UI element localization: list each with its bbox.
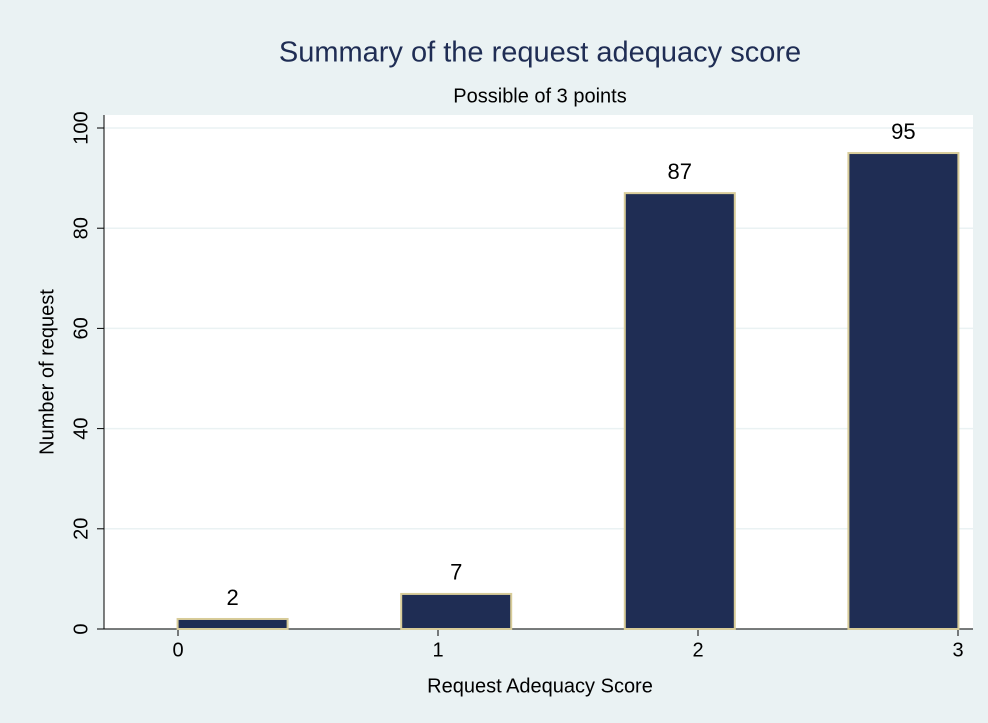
bar	[400, 592, 513, 630]
chart-subtitle: Possible of 3 points	[453, 85, 626, 107]
y-tick-label: 60	[70, 317, 92, 339]
y-tick-label: 100	[70, 111, 92, 144]
value-label: 7	[450, 560, 462, 585]
y-tick-label: 40	[70, 417, 92, 439]
value-label: 87	[668, 159, 692, 184]
bar	[623, 192, 736, 630]
y-tick-label: 0	[70, 623, 92, 634]
value-label: 95	[891, 119, 915, 144]
x-tick-label: 1	[432, 639, 443, 661]
x-tick-label: 0	[172, 639, 183, 661]
bar	[176, 617, 289, 630]
value-label: 2	[226, 585, 238, 610]
x-axis-label: Request Adequacy Score	[427, 675, 653, 697]
plot-area	[104, 115, 973, 629]
bar	[847, 152, 960, 631]
y-axis-label: Number of request	[36, 289, 58, 455]
chart-title: Summary of the request adequacy score	[279, 37, 801, 69]
x-tick-label: 2	[692, 639, 703, 661]
x-tick-label: 3	[952, 639, 963, 661]
y-tick-label: 20	[70, 518, 92, 540]
y-tick-label: 80	[70, 217, 92, 239]
